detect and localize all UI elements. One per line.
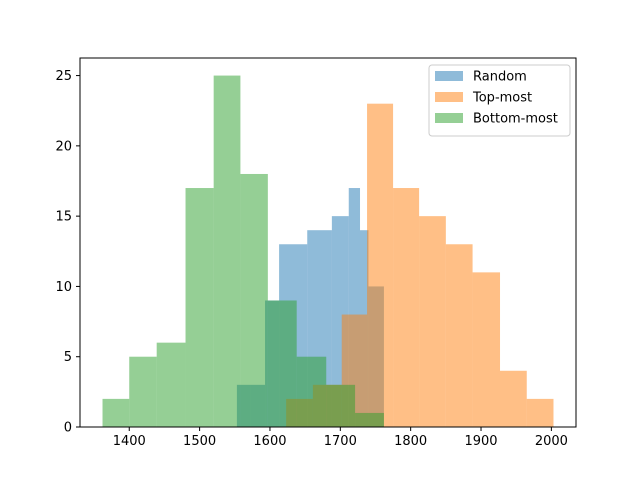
legend-swatch-random	[435, 71, 463, 81]
bar-top-most-8	[500, 370, 527, 427]
x-tick-label: 1500	[183, 434, 216, 449]
plot-frame	[79, 57, 577, 428]
bar-bottom-most-8	[326, 384, 356, 427]
legend-label-top-most: Top-most	[472, 91, 532, 106]
bars-layer	[102, 75, 554, 428]
bar-top-most-7	[472, 272, 501, 427]
bar-bottom-most-7	[296, 356, 327, 427]
y-tick-label: 25	[55, 69, 72, 84]
bar-top-most-4	[393, 188, 420, 427]
x-tick-label: 1600	[253, 434, 286, 449]
legend-label-bottom-most: Bottom-most	[473, 112, 558, 127]
bar-top-most-6	[445, 244, 473, 427]
bar-top-most-3	[367, 103, 394, 427]
x-tick-label: 1800	[394, 434, 427, 449]
x-tick-label: 1900	[464, 434, 497, 449]
bar-bottom-most-9	[355, 412, 384, 427]
legend-swatch-bottom-most	[435, 113, 463, 123]
bar-top-most-5	[419, 216, 446, 427]
x-tick-label: 1400	[113, 434, 146, 449]
bar-bottom-most-3	[185, 188, 214, 427]
y-tick-label: 10	[55, 280, 72, 295]
bar-bottom-most-2	[156, 342, 186, 427]
bar-top-most-9	[526, 398, 554, 427]
x-tick-label: 2000	[535, 434, 568, 449]
bar-bottom-most-5	[240, 173, 268, 427]
y-tick-label: 0	[64, 421, 72, 436]
bar-bottom-most-6	[267, 300, 297, 427]
y-tick-label: 15	[55, 210, 72, 225]
x-axis: 1400 1500 1600 1700 1800 1900 2000	[113, 427, 568, 449]
y-tick-label: 5	[64, 350, 72, 365]
x-tick-label: 1700	[324, 434, 357, 449]
y-axis: 0 5 10 15 20 25	[55, 69, 80, 436]
legend-label-random: Random	[473, 70, 527, 85]
y-tick-label: 20	[55, 139, 72, 154]
legend-box	[428, 64, 571, 137]
bar-random-6	[348, 188, 361, 427]
bar-bottom-most-1	[129, 356, 157, 427]
legend-swatch-top-most	[435, 92, 463, 102]
legend: Random Top-most Bottom-most	[428, 64, 571, 137]
bar-bottom-most-4	[213, 75, 241, 428]
bar-bottom-most-0	[102, 398, 130, 427]
